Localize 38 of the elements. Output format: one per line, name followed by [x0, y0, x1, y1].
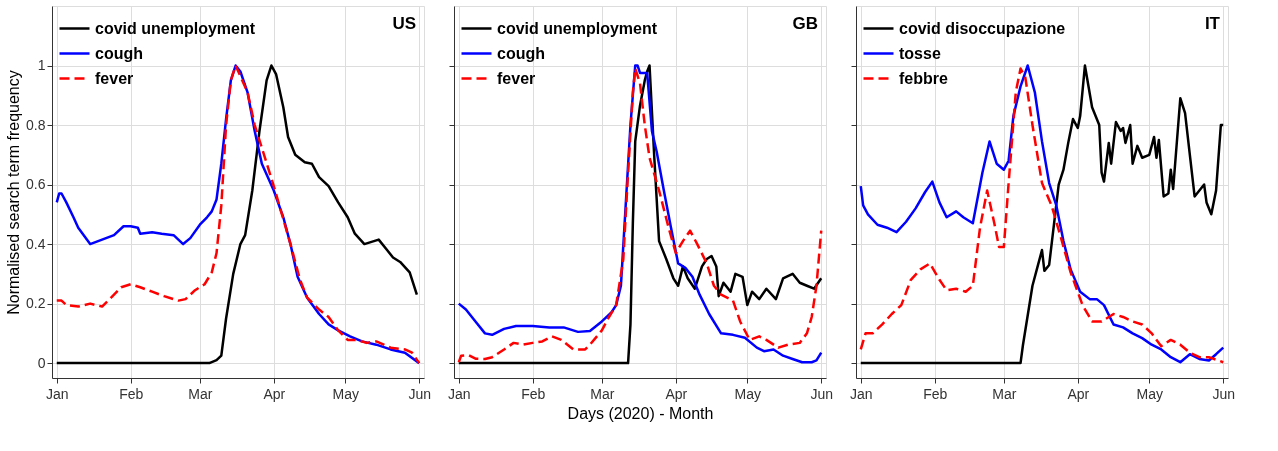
x-tick-label: Feb	[923, 385, 948, 402]
y-tick-label: 0	[37, 354, 46, 371]
annotation: GB	[792, 14, 818, 33]
x-tick-label: Apr	[263, 385, 286, 402]
y-tick-label: 0.6	[26, 176, 46, 193]
legend-label: febbre	[899, 69, 948, 87]
x-tick-label: Mar	[992, 385, 1017, 402]
x-tick-label: Jun	[408, 385, 432, 402]
x-tick-label: Jan	[447, 385, 471, 402]
legend-label: fever	[497, 69, 536, 87]
y-tick-label: 0.8	[26, 116, 46, 133]
x-tick-label: Jun	[1212, 385, 1236, 402]
y-tick-label: 0.4	[26, 235, 46, 252]
x-tick-label: Apr	[1067, 385, 1090, 402]
y-tick-label: 0.2	[26, 295, 46, 312]
x-axis-title: Days (2020) - Month	[567, 404, 714, 422]
legend-label: cough	[497, 44, 545, 62]
x-tick-label: Jan	[45, 385, 69, 402]
x-tick-label: May	[1136, 385, 1164, 402]
x-tick-label: Jan	[849, 385, 873, 402]
legend-label: cough	[95, 44, 143, 62]
y-tick-label: 1	[37, 57, 46, 74]
x-tick-label: Mar	[188, 385, 213, 402]
x-tick-label: Jun	[810, 385, 834, 402]
x-tick-label: Mar	[590, 385, 615, 402]
legend-label: tosse	[899, 44, 941, 62]
y-axis-title: Normalised search term frequency	[5, 70, 23, 315]
x-tick-label: Apr	[665, 385, 688, 402]
annotation: US	[392, 14, 416, 33]
x-tick-label: May	[332, 385, 360, 402]
x-tick-label: Feb	[119, 385, 144, 402]
legend-label: covid disoccupazione	[899, 19, 1066, 37]
annotation: IT	[1204, 14, 1221, 33]
legend-label: fever	[95, 69, 134, 87]
x-tick-label: May	[734, 385, 762, 402]
x-tick-label: Feb	[521, 385, 546, 402]
legend-label: covid unemployment	[497, 19, 658, 37]
legend-label: covid unemployment	[95, 19, 256, 37]
